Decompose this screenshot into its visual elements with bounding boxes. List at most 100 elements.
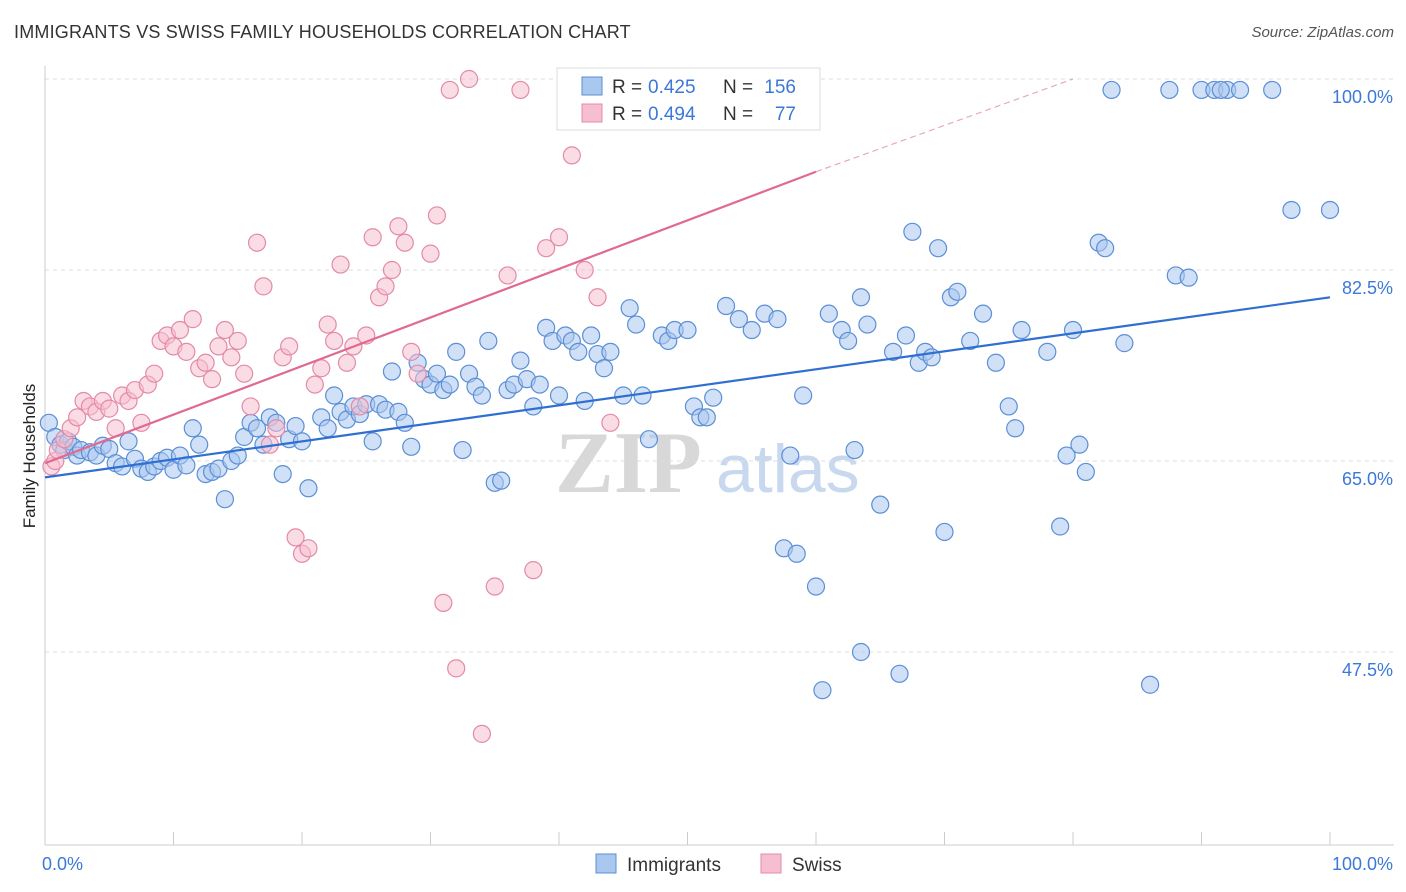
y-tick-label: 100.0% [1332, 87, 1393, 107]
point-immigrants [286, 416, 305, 436]
trend-line-immigrants [44, 296, 1331, 479]
point-immigrants [986, 353, 1006, 372]
point-immigrants [453, 440, 472, 460]
point-swiss [267, 419, 286, 438]
axes [44, 66, 1394, 846]
point-immigrants [1102, 80, 1121, 100]
point-immigrants [601, 342, 620, 361]
legend: Immigrants Swiss [595, 853, 842, 876]
stats-r-label-swiss: R = [612, 104, 642, 125]
point-swiss [562, 146, 581, 165]
y-tick-label: 65.0% [1342, 469, 1393, 489]
point-immigrants [247, 419, 267, 438]
point-immigrants [440, 375, 459, 394]
point-immigrants [1051, 517, 1070, 536]
stats-r-label-immigrants: R = [612, 77, 642, 98]
point-swiss [202, 370, 222, 389]
point-immigrants [794, 386, 813, 405]
point-immigrants [871, 495, 890, 514]
point-swiss [68, 408, 87, 427]
point-immigrants [768, 310, 787, 329]
point-swiss [177, 342, 196, 361]
point-swiss [305, 375, 324, 394]
point-immigrants [1063, 320, 1083, 340]
point-immigrants [858, 315, 877, 334]
point-immigrants [1282, 200, 1301, 220]
point-immigrants [1038, 342, 1057, 361]
point-immigrants [806, 577, 826, 596]
legend-label-immigrants: Immigrants [627, 855, 721, 876]
point-immigrants [325, 386, 344, 405]
stats-n-value-immigrants: 156 [764, 77, 796, 98]
stats-n-label-swiss: N = [723, 104, 753, 125]
point-immigrants [382, 362, 402, 381]
point-immigrants [787, 544, 806, 563]
point-immigrants [1070, 435, 1089, 454]
point-swiss [100, 399, 119, 418]
point-swiss [472, 724, 491, 743]
point-swiss [247, 233, 267, 252]
point-immigrants [851, 642, 871, 662]
point-immigrants [1211, 80, 1230, 100]
legend-label-swiss: Swiss [792, 855, 842, 876]
point-swiss [408, 364, 427, 383]
trend-line-swiss-extension [815, 78, 1074, 173]
point-immigrants [472, 386, 491, 405]
series-immigrants [39, 80, 1340, 700]
point-immigrants [511, 351, 530, 370]
watermark-atlas: atlas [716, 431, 860, 507]
point-swiss [447, 659, 466, 678]
point-immigrants [903, 222, 922, 241]
point-immigrants [1230, 80, 1250, 100]
point-immigrants [697, 408, 716, 427]
point-swiss [511, 80, 530, 100]
point-immigrants [1115, 334, 1134, 353]
x-tick-label-right: 100.0% [1332, 854, 1393, 874]
y-tick-labels: 100.0% 82.5% 65.0% 47.5% [1332, 87, 1393, 680]
point-swiss [389, 217, 408, 236]
point-immigrants [639, 430, 659, 449]
point-immigrants [742, 320, 761, 340]
stats-box: R = 0.425 N = 156 R = 0.494 N = 77 [556, 67, 821, 131]
point-swiss [376, 277, 395, 296]
point-immigrants [1160, 80, 1179, 100]
point-swiss [325, 331, 344, 351]
point-swiss [222, 348, 241, 367]
point-swiss [337, 353, 357, 372]
point-swiss [421, 244, 440, 263]
point-immigrants [363, 432, 382, 451]
point-immigrants [729, 310, 749, 329]
stats-swatch-swiss [581, 103, 603, 123]
point-swiss [459, 69, 479, 89]
point-immigrants [273, 464, 292, 484]
chart-title: IMMIGRANTS VS SWISS FAMILY HOUSEHOLDS CO… [14, 22, 631, 42]
point-immigrants [626, 315, 646, 334]
point-swiss [254, 277, 273, 296]
point-swiss [440, 80, 459, 100]
point-swiss [228, 331, 247, 351]
point-immigrants [594, 359, 614, 378]
point-swiss [601, 413, 620, 432]
point-immigrants [819, 304, 838, 323]
point-swiss [575, 260, 594, 280]
point-swiss [299, 539, 318, 558]
point-immigrants [582, 326, 601, 345]
stats-r-value-immigrants: 0.425 [648, 77, 696, 98]
point-swiss [427, 206, 447, 225]
legend-swatch-swiss [760, 853, 782, 874]
point-immigrants [215, 490, 234, 509]
y-tick-label: 47.5% [1342, 660, 1393, 680]
stats-r-value-swiss: 0.494 [648, 104, 696, 125]
point-immigrants [845, 440, 864, 460]
point-immigrants [1006, 419, 1025, 438]
point-swiss [402, 342, 421, 361]
point-immigrants [569, 342, 588, 361]
point-immigrants [851, 288, 871, 307]
y-axis-title: Family Households [20, 384, 39, 529]
point-swiss [209, 337, 228, 356]
point-immigrants [549, 386, 569, 405]
point-swiss [485, 577, 504, 596]
point-swiss [434, 593, 453, 612]
point-swiss [549, 228, 569, 247]
